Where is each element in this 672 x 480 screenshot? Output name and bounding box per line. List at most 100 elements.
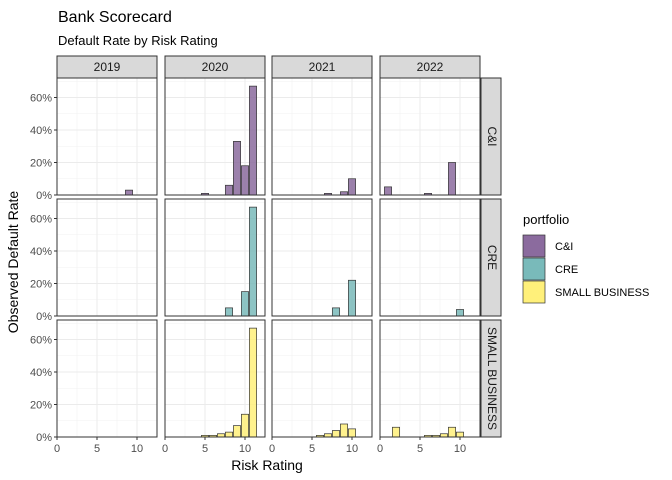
bar [233,141,241,196]
chart-subtitle: Default Rate by Risk Rating [58,33,218,48]
bar [340,423,348,438]
row-strip [480,319,502,438]
facet-panel [271,198,373,317]
column-strip-label: 2020 [202,60,229,74]
panel-border [379,198,481,317]
legend-key [522,234,546,258]
bar [225,184,233,196]
panel-background [272,199,372,316]
bar [249,206,257,317]
panel-border [379,319,481,438]
row-strip [480,198,502,317]
panel-background [57,199,157,316]
bar [456,309,464,317]
y-tick-label: 40% [30,367,52,379]
y-tick-label: 0% [36,311,52,323]
chart-title: Bank Scorecard [58,9,172,26]
facet-panel [379,198,481,317]
bar [241,165,249,196]
facet-panels: 2019 2020 2021 2022 C&I CRE SMALL BUSINESS 0% 20… [30,55,502,455]
row-strip-label: CRE [485,245,499,270]
panel-border [271,77,373,196]
y-tick-label: 60% [30,93,52,105]
bar [241,413,249,438]
bar [384,186,392,196]
facet-panel [271,319,373,438]
x-tick-label: 10 [239,443,251,455]
row-strip-label: C&I [485,126,499,146]
panel-border [164,319,266,438]
row-strip [480,77,502,196]
bar [332,430,340,438]
x-tick-label: 0 [162,443,168,455]
panel-border [164,77,266,196]
y-tick-label: 0% [36,432,52,444]
legend-key [522,257,546,281]
bar [456,431,464,438]
x-tick-label: 10 [346,443,358,455]
bar [125,189,133,196]
y-tick-label: 40% [30,246,52,258]
panel-background [57,320,157,437]
x-tick-label: 5 [417,443,423,455]
bar [225,431,233,438]
panel-border [56,319,158,438]
panel-background [272,78,372,195]
y-tick-label: 20% [30,158,52,170]
panel-background [380,78,480,195]
x-axis-title: Risk Rating [231,457,303,473]
bar [348,428,356,438]
panel-background [380,320,480,437]
panel-background [272,320,372,437]
bar [448,426,456,438]
column-strip-label: 2022 [417,60,444,74]
x-tick-label: 10 [131,443,143,455]
facet-panel [271,77,373,196]
legend: portfolio C&I CRE SMALL BUSINESS [522,212,649,304]
y-tick-label: 60% [30,214,52,226]
x-tick-label: 5 [94,443,100,455]
panel-border [271,319,373,438]
y-tick-label: 20% [30,279,52,291]
panel-border [271,198,373,317]
facet-panel [164,77,266,196]
x-tick-label: 0 [54,443,60,455]
bar [233,425,241,438]
bar [241,291,249,317]
y-tick-label: 60% [30,335,52,347]
bar [348,178,356,196]
y-tick-label: 40% [30,125,52,137]
x-tick-label: 10 [454,443,466,455]
bar [448,162,456,196]
panel-border [56,77,158,196]
x-tick-label: 5 [202,443,208,455]
legend-label: C&I [555,241,573,253]
bar [348,279,356,317]
panel-border [379,77,481,196]
facet-panel [164,198,266,317]
panel-background [57,78,157,195]
legend-title: portfolio [523,212,569,227]
legend-label: SMALL BUSINESS [555,287,649,299]
column-strip-label: 2021 [309,60,336,74]
x-tick-label: 5 [309,443,315,455]
facet-panel [56,77,158,196]
panel-border [164,198,266,317]
facet-panel [379,77,481,196]
bar [249,85,257,196]
bar [249,327,257,438]
x-tick-label: 0 [269,443,275,455]
facet-panel [56,319,158,438]
facet-panel [164,319,266,438]
facet-panel [56,198,158,317]
panel-background [380,199,480,316]
bar [332,307,340,317]
y-tick-label: 0% [36,190,52,202]
y-axis-title: Observed Default Rate [5,191,21,334]
bar [392,426,400,438]
y-tick-label: 20% [30,400,52,412]
bar [225,307,233,317]
column-strip-label: 2019 [94,60,121,74]
row-strip-label: SMALL BUSINESS [485,327,499,430]
